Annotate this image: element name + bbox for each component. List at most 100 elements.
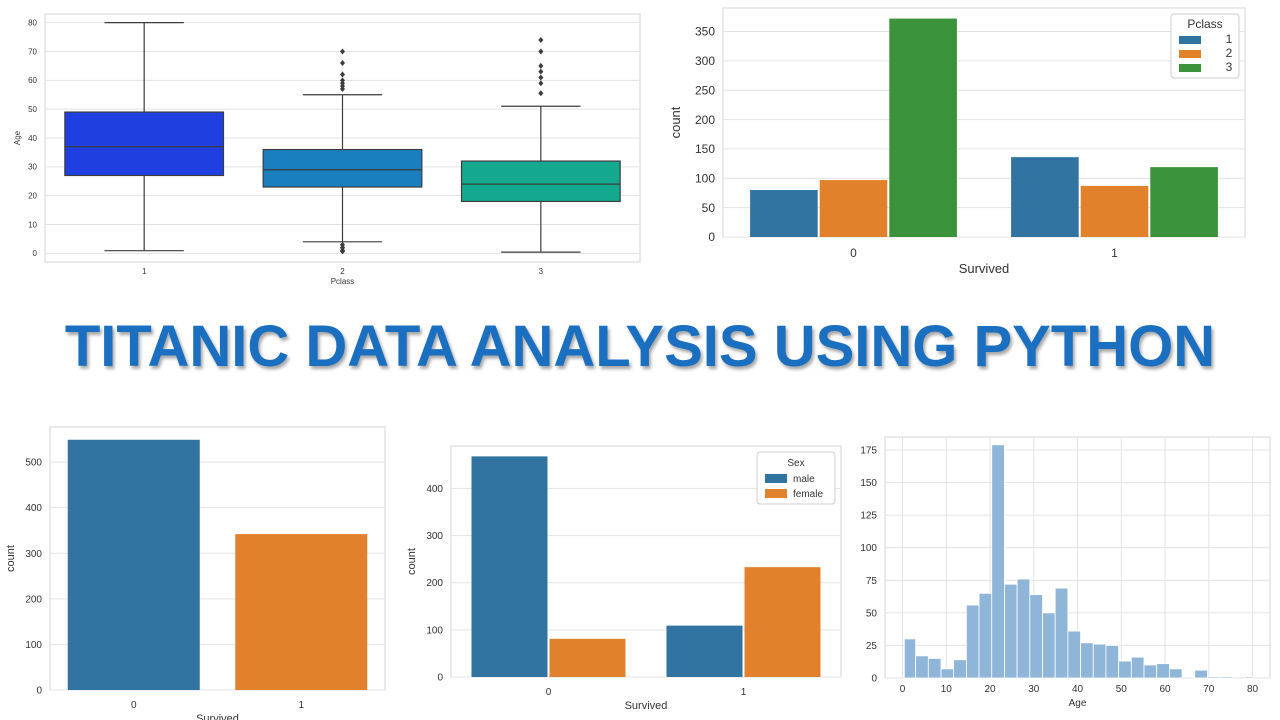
box-body [262,148,423,188]
hist-bar [1245,676,1253,679]
sex-bar [549,638,626,677]
pclass-legend-swatch [1179,64,1201,72]
pclass-bar [1150,167,1218,237]
survived-ytick-label: 0 [36,686,42,697]
pclass-ytick-label: 50 [702,201,716,215]
box-yaxis-label: Age [13,130,22,145]
hist-ytick-label: 50 [866,608,878,619]
box-outlier-point [538,62,544,69]
hist-bar [1130,656,1145,679]
box-ytick-label: 0 [33,249,38,258]
box-ytick-label: 20 [28,191,37,200]
hist-bar [903,638,917,679]
pclass-xaxis-label: Survived [959,261,1010,276]
box-outlier-point [538,80,544,87]
box-ytick-label: 50 [28,105,37,114]
survived-bar [67,439,200,690]
pclass-ytick-label: 200 [695,113,715,127]
hist-bar [915,655,929,679]
sex-yaxis-label: count [406,548,418,575]
hist-ytick-label: 125 [860,511,877,522]
survived-ytick-label: 200 [25,594,42,605]
hist-xtick-label: 80 [1247,684,1259,695]
hist-xtick-label: 40 [1072,684,1084,695]
box-xtick-label: 1 [142,267,147,276]
countplot-survived-svg: 0 100 200 300 400 500 0 1 Survived count [5,426,386,720]
sex-ytick-label: 300 [426,531,443,542]
box-outlier-point [538,48,544,55]
page-title: TITANIC DATA ANALYSIS USING PYTHON [64,314,1216,379]
hist-xtick-label: 60 [1159,684,1171,695]
hist-bar [1004,583,1018,679]
sex-legend-swatch [765,474,787,483]
hist-bar [1156,663,1170,679]
hist-ytick-label: 175 [860,446,877,457]
pclass-ytick-label: 0 [708,230,715,244]
pclass-legend-swatch [1179,36,1201,44]
pclass-bar [889,18,957,238]
sex-ytick-label: 0 [437,673,443,684]
countplot-sex-svg: 0 100 200 300 400 0 1 Survived count Sex male femal… [406,445,842,712]
pclass-legend-title: Pclass [1187,17,1222,31]
box-xtick-label: 3 [539,267,544,276]
hist-bar [1168,668,1183,679]
hist-bar [1207,676,1221,679]
box-outlier-point [538,68,544,75]
hist-bar [1080,642,1094,679]
box-outlier-point [340,71,345,78]
sex-bar [666,625,743,677]
pclass-ytick-label: 100 [695,171,715,185]
pclass-ytick-label: 300 [695,54,715,68]
survived-ytick-label: 500 [25,458,42,469]
sex-legend-title: Sex [787,458,804,469]
sex-bar [471,456,548,677]
hist-bar [1118,660,1132,679]
pclass-ytick-label: 350 [695,25,715,39]
box-body [64,111,225,177]
box-outlier-point [340,48,345,55]
countplot-survived-by-sex: 0 100 200 300 400 0 1 Survived count Sex male femal… [395,430,850,720]
sex-legend-label: female [793,489,823,500]
box-body [460,160,621,203]
pclass-legend-swatch [1179,50,1201,58]
box-ytick-label: 70 [28,47,37,56]
pclass-legend-label: 2 [1226,46,1233,60]
pclass-bar [1080,185,1149,237]
hist-bar [1029,594,1043,679]
survived-xtick-label: 0 [131,700,137,711]
boxplot-svg: 0 10 20 30 40 50 60 70 80 1 2 3 Pclass Age [13,13,641,286]
hist-bar [940,668,955,679]
hist-xtick-label: 70 [1203,684,1215,695]
hist-ytick-label: 100 [860,543,877,554]
survived-bar [235,534,368,690]
histogram-age: 0 10 20 30 40 50 60 70 80 0 25 50 75 100 125 150 175 Age [845,425,1280,720]
pclass-bar [1011,157,1079,237]
sex-legend-label: male [793,474,815,485]
boxplot-age-by-pclass: 0 10 20 30 40 50 60 70 80 1 2 3 Pclass Age [0,0,650,290]
countplot-pclass-svg: 0 50 100 150 200 250 300 350 0 1 Survived count Pcla… [668,7,1246,276]
sex-xtick-label: 1 [741,687,747,698]
box-ytick-label: 30 [28,163,37,172]
survived-xtick-label: 1 [298,700,304,711]
survived-xaxis-label: Survived [196,713,239,720]
box-ytick-label: 10 [28,220,37,229]
hist-ytick-label: 75 [866,576,878,587]
hist-bar [1042,612,1056,679]
hist-xtick-label: 0 [900,684,906,695]
hist-xtick-label: 50 [1116,684,1128,695]
hist-xtick-label: 30 [1028,684,1040,695]
sex-ytick-label: 100 [426,625,443,636]
hist-bar [991,444,1005,679]
pclass-xtick-label: 1 [1111,246,1118,260]
survived-yaxis-label: count [5,545,17,572]
survived-ytick-label: 100 [25,640,42,651]
box-xtick-label: 2 [340,267,345,276]
hist-ytick-label: 25 [866,641,878,652]
box-xaxis-label: Pclass [331,277,355,286]
sex-bar [744,567,821,677]
sex-ytick-label: 200 [426,578,443,589]
pclass-bar [819,180,888,237]
box-ytick-label: 80 [28,18,37,27]
hist-bar [953,659,967,679]
hist-bar [1143,664,1158,679]
